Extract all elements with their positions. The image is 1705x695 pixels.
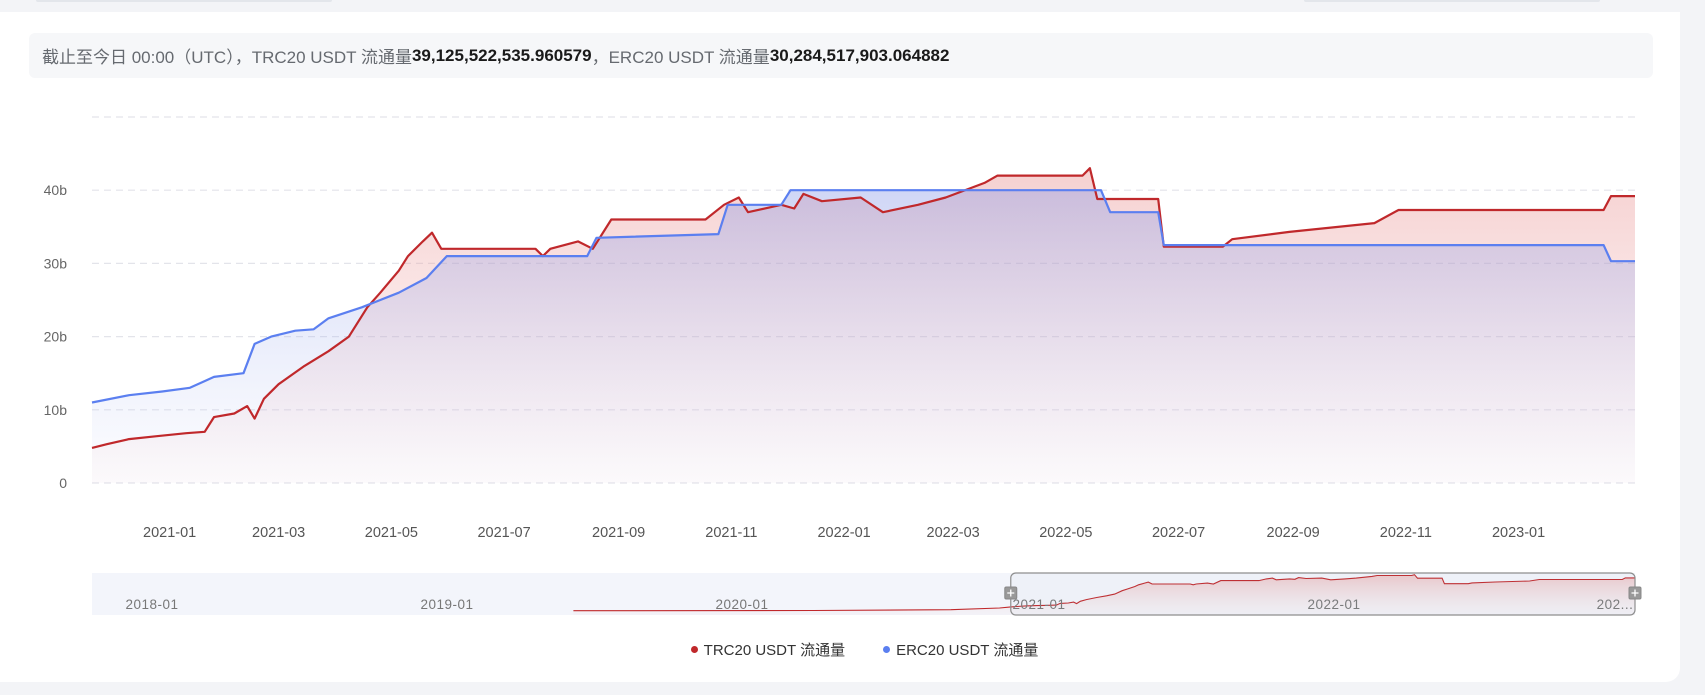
series-area-erc20	[92, 190, 1635, 483]
navigator-selection[interactable]	[1010, 572, 1636, 616]
legend: TRC20 USDT 流通量 ERC20 USDT 流通量	[0, 639, 1705, 659]
x-tick-label: 2022-03	[927, 525, 980, 541]
summary-prefix: 截止至今日 00:00（UTC），TRC20 USDT 流通量	[42, 48, 412, 67]
x-tick-label: 2021-03	[252, 525, 305, 541]
navigator-line	[573, 574, 1635, 612]
series-lines	[91, 167, 1635, 449]
supply-summary: 截止至今日 00:00（UTC），TRC20 USDT 流通量 39,125,5…	[29, 33, 1653, 78]
x-tick-label: 2021-07	[477, 525, 530, 541]
x-axis: 2021-01 2021-03 2021-05 2021-07 2021-09 2021-…	[143, 525, 1545, 541]
x-tick-label: 2023-01	[1492, 525, 1545, 541]
x-tick-label: 2021-09	[592, 525, 645, 541]
legend-item-erc20[interactable]: ERC20 USDT 流通量	[883, 639, 1038, 659]
x-tick-label: 2022-09	[1267, 525, 1320, 541]
legend-item-trc20[interactable]: TRC20 USDT 流通量	[690, 639, 846, 659]
x-tick-label: 2022-11	[1380, 525, 1432, 541]
y-tick-label: 30b	[44, 255, 68, 271]
x-tick-label: 2022-05	[1039, 525, 1092, 541]
navigator-area	[573, 574, 1635, 615]
x-tick-label: 2021-05	[365, 525, 418, 541]
x-tick-label: 2021-01	[143, 525, 196, 541]
navigator-tick-label: 202...	[1597, 597, 1634, 612]
series-areas	[92, 168, 1635, 483]
series-line-trc20[interactable]	[91, 167, 1635, 449]
navigator-tick-label: 2022-01	[1307, 597, 1360, 612]
range-navigator[interactable]: 2018-01 2019-01 2020-01 2021-01 2022-01 202..…	[92, 572, 1642, 616]
handle-plus-icon	[1007, 589, 1015, 597]
legend-label-erc20: ERC20 USDT 流通量	[896, 641, 1039, 659]
x-tick-label: 2022-01	[817, 525, 870, 541]
navigator-tick-label: 2018-01	[125, 597, 178, 612]
navigator-handle-right[interactable]	[1628, 586, 1642, 600]
legend-label-trc20: TRC20 USDT 流通量	[703, 641, 846, 659]
navigator-tick-label: 2021-01	[1012, 597, 1065, 612]
navigator-handle-left[interactable]	[1004, 586, 1018, 600]
x-tick-label: 2021-11	[705, 525, 757, 541]
navigator-tick-label: 2020-01	[715, 597, 768, 612]
trc20-total-value: 39,125,522,535.960579	[411, 45, 592, 65]
top-control-left	[36, 0, 332, 2]
y-tick-label: 20b	[44, 329, 68, 345]
legend-dot-trc20	[690, 645, 698, 653]
x-tick-label: 2022-07	[1152, 525, 1205, 541]
erc20-total-value: 30,284,517,903.064882	[769, 45, 950, 65]
y-tick-label: 10b	[44, 402, 68, 418]
top-control-right	[1304, 0, 1600, 2]
y-tick-label: 40b	[44, 182, 68, 198]
y-axis: 0 10b 20b 30b 40b	[44, 182, 68, 491]
navigator-tick-label: 2019-01	[420, 597, 473, 612]
series-line-erc20[interactable]	[91, 189, 1635, 404]
handle-plus-icon	[1631, 589, 1639, 597]
legend-dot-erc20	[883, 645, 891, 653]
y-tick-label: 0	[59, 475, 67, 491]
summary-middle: ，ERC20 USDT 流通量	[591, 48, 770, 67]
